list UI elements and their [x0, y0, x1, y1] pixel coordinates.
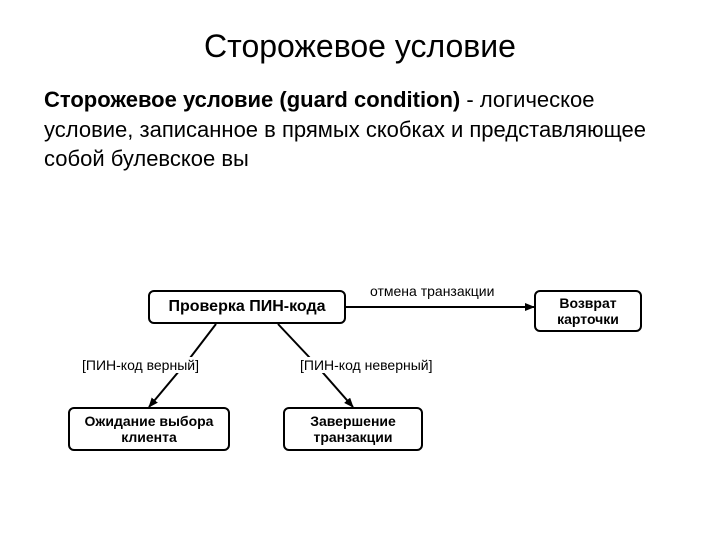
flowchart-edge-label: [ПИН-код неверный] — [298, 357, 434, 373]
flowchart-node-return: Возвраткарточки — [534, 290, 642, 332]
guard-condition-flowchart — [0, 0, 720, 540]
flowchart-edge-label: [ПИН-код верный] — [80, 357, 201, 373]
flowchart-node-wait: Ожидание выбораклиента — [68, 407, 230, 451]
flowchart-node-finish: Завершениетранзакции — [283, 407, 423, 451]
flowchart-edge-label: отмена транзакции — [368, 283, 496, 299]
flowchart-node-check: Проверка ПИН-кода — [148, 290, 346, 324]
